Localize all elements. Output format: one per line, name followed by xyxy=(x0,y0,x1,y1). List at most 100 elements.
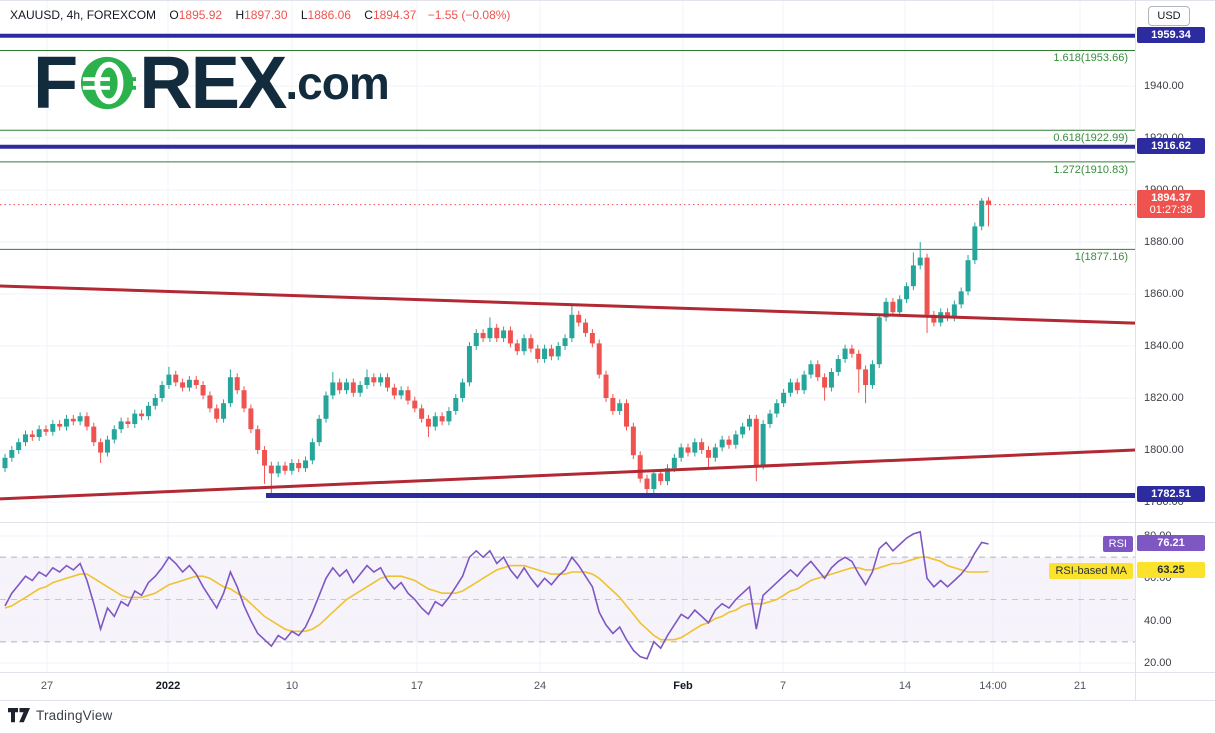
low-label: L xyxy=(300,8,308,22)
candle-body xyxy=(979,200,985,227)
candle-body xyxy=(405,390,411,401)
candle-body xyxy=(678,447,684,458)
tradingview-link[interactable]: TradingView xyxy=(8,708,113,723)
time-tick-label: 14:00 xyxy=(979,680,1007,692)
candle-body xyxy=(350,382,356,393)
tradingview-icon xyxy=(8,708,30,723)
candle-body xyxy=(460,382,466,398)
candle-body xyxy=(200,385,206,396)
pane-separator[interactable] xyxy=(0,522,1215,523)
candle-body xyxy=(863,369,869,385)
candle-body xyxy=(316,418,322,443)
forex-logo-o-icon xyxy=(81,56,137,110)
last-price-badge: 1894.37 01:27:38 xyxy=(1137,189,1205,218)
chart-panes[interactable]: XAUUSD, 4h, FOREXCOM O1895.92 H1897.30 L… xyxy=(0,1,1135,672)
candle-body xyxy=(753,418,759,466)
candle-body xyxy=(453,398,459,411)
candle-body xyxy=(740,426,746,435)
level-price-badge: 1959.34 xyxy=(1137,26,1205,43)
candle-body xyxy=(822,377,828,388)
candle-body xyxy=(692,442,698,453)
candle-body xyxy=(439,416,445,422)
time-tick-label: 24 xyxy=(533,680,547,692)
fib-level-label: 0.618(1922.99) xyxy=(1053,132,1128,145)
candle-body xyxy=(767,413,773,424)
candle-body xyxy=(36,429,42,437)
fib-level-label: 1(1877.16) xyxy=(1074,251,1128,264)
candle-body xyxy=(583,322,589,333)
rsi-ma-line xyxy=(4,556,989,641)
rsi-indicator-label[interactable]: RSI xyxy=(1102,536,1133,553)
candle-body xyxy=(173,374,179,383)
candle-body xyxy=(466,346,472,383)
candle-body xyxy=(289,463,295,471)
level-price-badge: 1782.51 xyxy=(1137,486,1205,503)
trendline xyxy=(0,284,1135,325)
candle-body xyxy=(774,403,780,414)
candle-body xyxy=(57,424,63,427)
candle-body xyxy=(193,379,199,385)
candle-body xyxy=(275,465,281,474)
candle-body xyxy=(268,465,274,474)
candle-body xyxy=(910,265,916,287)
candle-body xyxy=(828,372,834,388)
candle-body xyxy=(972,226,978,261)
candle-body xyxy=(808,364,814,375)
candle-body xyxy=(576,314,582,323)
candle-body xyxy=(589,333,595,344)
candle-body xyxy=(214,408,220,419)
candle-body xyxy=(815,364,821,378)
candle-body xyxy=(391,387,397,396)
attribution-footer: TradingView xyxy=(0,700,1215,733)
candle-body xyxy=(84,416,90,427)
candle-body xyxy=(617,403,623,411)
candle-body xyxy=(487,327,493,339)
time-tick-label: 21 xyxy=(1073,680,1087,692)
time-axis[interactable]: 27 2022 10 17 24 Feb 7 14 14:00 21 xyxy=(0,673,1135,700)
currency-button[interactable]: USD xyxy=(1148,6,1190,26)
time-tick-label: 17 xyxy=(410,680,424,692)
candle-body xyxy=(904,286,910,300)
candle-body xyxy=(330,382,336,396)
candle-body xyxy=(132,413,138,424)
close-value: 1894.37 xyxy=(372,8,417,22)
fib-level-label: 1.272(1910.83) xyxy=(1053,163,1128,176)
candle-body xyxy=(159,385,165,398)
candle-body xyxy=(726,439,732,445)
candle-body xyxy=(50,424,56,432)
rsi-ma-indicator-label[interactable]: RSI-based MA xyxy=(1049,563,1133,580)
close-label: C xyxy=(364,8,373,22)
level-price-badge: 1916.62 xyxy=(1137,137,1205,154)
candle-body xyxy=(794,382,800,391)
candle-body xyxy=(951,304,957,318)
time-tick-label: 7 xyxy=(779,680,787,692)
change-value: −1.55 (−0.08%) xyxy=(427,8,511,22)
candle-body xyxy=(685,447,691,453)
symbol-title[interactable]: XAUUSD, 4h, FOREXCOM xyxy=(10,8,157,22)
symbol-legend: XAUUSD, 4h, FOREXCOM O1895.92 H1897.30 L… xyxy=(10,8,510,22)
axis-tick-label: 1800.00 xyxy=(1144,444,1184,456)
candle-body xyxy=(29,434,35,437)
candle-body xyxy=(2,457,8,469)
low-value: 1886.06 xyxy=(307,8,351,22)
candle-body xyxy=(248,408,254,430)
chart-widget: XAUUSD, 4h, FOREXCOM O1895.92 H1897.30 L… xyxy=(0,0,1215,701)
candle-body xyxy=(897,299,903,313)
price-axis[interactable]: USD 1940.001920.001900.001880.001860.001… xyxy=(1135,1,1214,700)
candle-body xyxy=(548,348,554,357)
candle-body xyxy=(309,442,315,461)
candle-body xyxy=(432,416,438,427)
candle-body xyxy=(630,426,636,456)
candle-body xyxy=(63,418,69,427)
candle-body xyxy=(624,403,630,427)
candle-body xyxy=(746,418,752,427)
time-tick-label: Feb xyxy=(673,680,693,692)
candle-body xyxy=(958,291,964,305)
candle-body xyxy=(16,442,22,450)
candle-body xyxy=(569,314,575,339)
level-price-badge: 76.21 xyxy=(1137,535,1205,552)
tradingview-brand-text: TradingView xyxy=(36,708,113,723)
candle-body xyxy=(152,398,158,406)
axis-tick-label: 1940.00 xyxy=(1144,80,1184,92)
